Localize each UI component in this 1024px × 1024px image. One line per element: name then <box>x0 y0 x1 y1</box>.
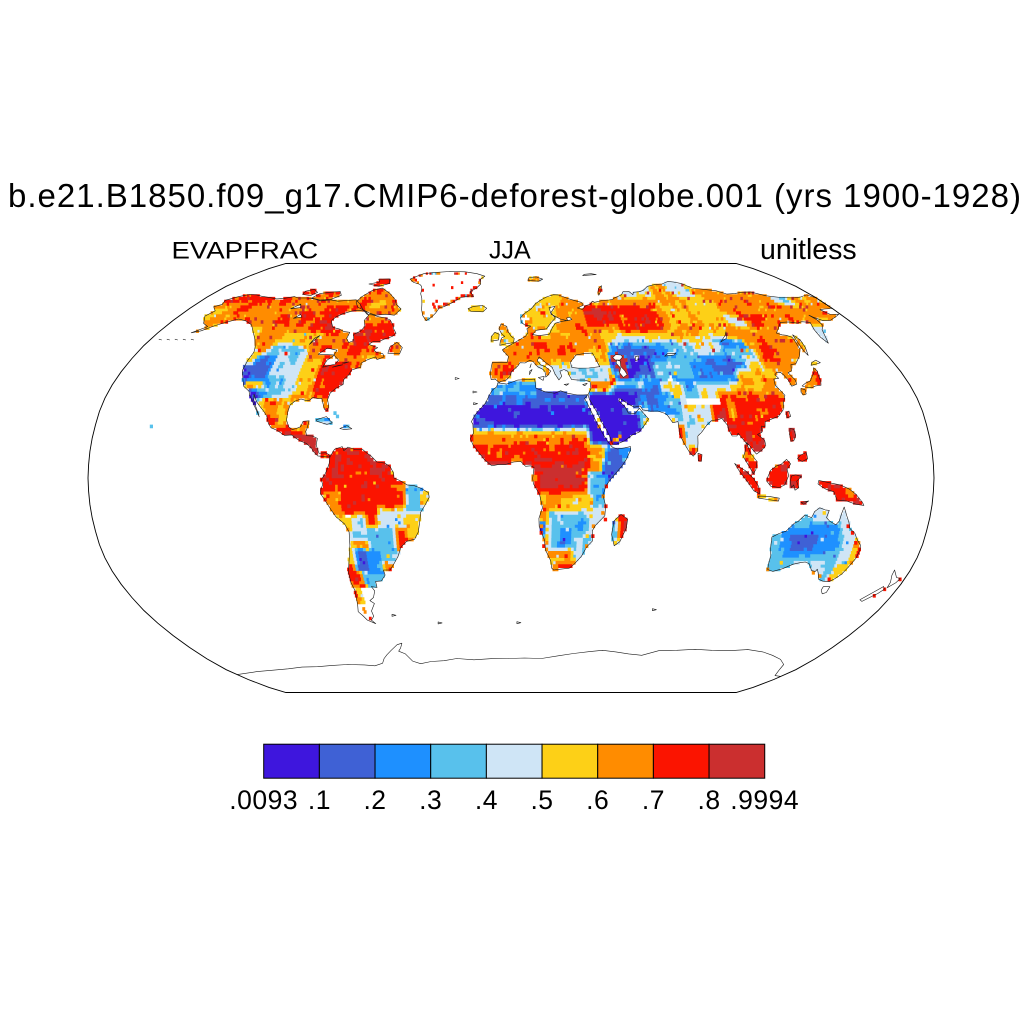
svg-text:b.e21.B1850.f09_g17.CMIP6-defo: b.e21.B1850.f09_g17.CMIP6-deforest-globe… <box>8 177 1022 214</box>
svg-text:.4: .4 <box>475 785 498 815</box>
svg-text:.8: .8 <box>698 785 721 815</box>
svg-text:.1: .1 <box>308 785 331 815</box>
svg-text:.7: .7 <box>642 785 665 815</box>
svg-text:.5: .5 <box>530 785 553 815</box>
svg-text:.3: .3 <box>419 785 442 815</box>
svg-text:.9994: .9994 <box>730 785 799 815</box>
svg-text:JJA: JJA <box>489 237 531 265</box>
svg-text:EVAPFRAC: EVAPFRAC <box>172 238 319 264</box>
svg-text:.2: .2 <box>363 785 386 815</box>
svg-text:.6: .6 <box>586 785 609 815</box>
svg-text:unitless: unitless <box>760 234 857 266</box>
svg-text:.0093: .0093 <box>229 785 298 815</box>
